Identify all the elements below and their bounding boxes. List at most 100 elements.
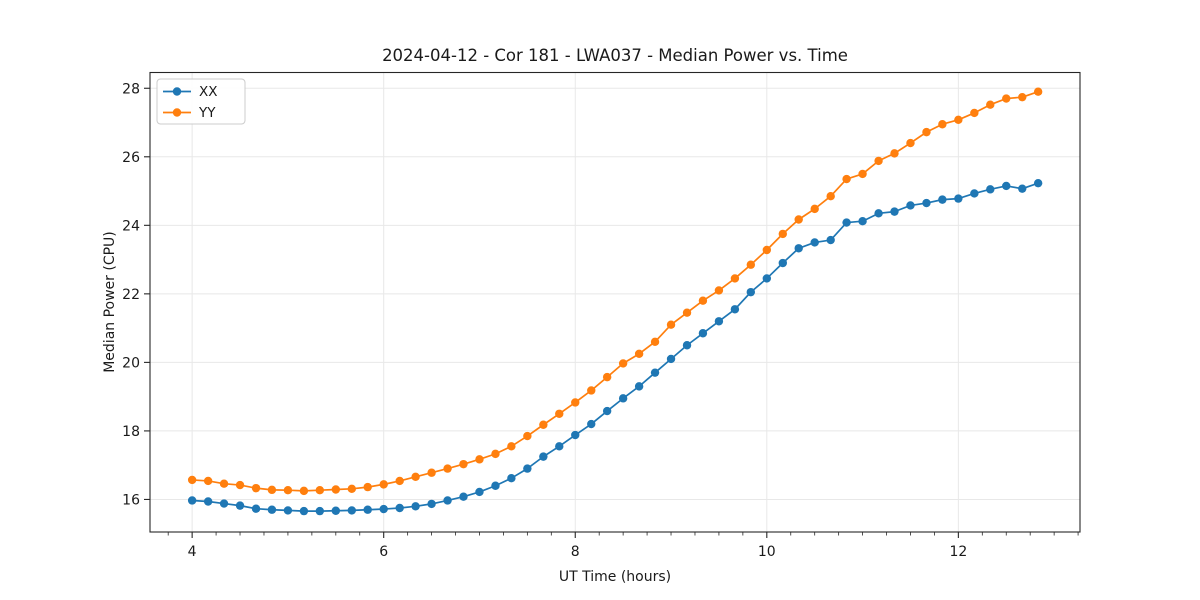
- data-point-marker: [746, 260, 756, 269]
- data-point-marker: [363, 482, 372, 492]
- plot-border: [149, 71, 1081, 533]
- data-point-marker: [986, 100, 995, 109]
- data-point-marker: [379, 504, 388, 514]
- data-point-marker: [714, 317, 724, 326]
- data-point-marker: [539, 452, 548, 461]
- legend-marker-yy: [172, 108, 182, 117]
- data-point-marker: [730, 274, 740, 283]
- data-point-marker: [427, 499, 436, 509]
- y-tick-label: 28: [122, 81, 140, 97]
- data-point-marker: [634, 382, 644, 391]
- data-point-marker: [379, 480, 388, 489]
- data-point-marker: [970, 189, 979, 198]
- data-point-marker: [395, 476, 404, 486]
- data-point-marker: [778, 229, 787, 239]
- data-point-marker: [363, 505, 372, 514]
- data-point-marker: [778, 258, 787, 268]
- data-point-marker: [890, 207, 899, 216]
- data-point-marker: [539, 420, 548, 429]
- data-point-marker: [459, 492, 468, 501]
- data-point-marker: [251, 483, 261, 493]
- data-point-marker: [666, 320, 676, 329]
- data-point-marker: [698, 329, 708, 338]
- data-point-marker: [794, 215, 803, 224]
- y-tick-label: 24: [122, 218, 140, 234]
- series-xx-markers: [187, 178, 1043, 516]
- data-point-marker: [810, 238, 819, 247]
- data-point-marker: [1033, 178, 1043, 188]
- data-point-marker: [682, 308, 692, 317]
- data-point-marker: [443, 464, 452, 473]
- legend-label-yy: YY: [198, 105, 216, 121]
- data-point-marker: [411, 472, 420, 482]
- data-point-marker: [571, 398, 580, 407]
- data-point-marker: [746, 287, 756, 297]
- data-point-marker: [906, 138, 915, 148]
- data-point-marker: [219, 499, 229, 508]
- data-point-marker: [219, 479, 229, 488]
- data-point-marker: [922, 127, 931, 137]
- data-point-marker: [858, 169, 867, 179]
- data-point-marker: [1002, 94, 1011, 103]
- data-point-marker: [906, 201, 915, 210]
- data-point-marker: [922, 198, 931, 208]
- x-tick-label: 6: [379, 544, 388, 560]
- data-point-marker: [427, 468, 436, 477]
- data-point-marker: [714, 286, 724, 295]
- data-point-marker: [411, 502, 420, 511]
- data-point-marker: [970, 108, 979, 118]
- data-point-marker: [890, 149, 899, 158]
- data-point-marker: [698, 296, 708, 305]
- data-point-marker: [251, 504, 261, 513]
- data-point-marker: [331, 485, 341, 494]
- data-point-marker: [283, 506, 293, 515]
- data-point-marker: [187, 475, 197, 485]
- data-point-marker: [810, 204, 819, 214]
- data-point-marker: [650, 368, 660, 377]
- data-point-marker: [395, 503, 404, 513]
- series-yy-markers: [187, 87, 1043, 496]
- data-point-marker: [1018, 92, 1027, 102]
- data-point-marker: [1018, 184, 1027, 193]
- data-point-marker: [235, 501, 245, 510]
- x-tick-label: 12: [949, 544, 967, 560]
- data-point-marker: [235, 480, 245, 490]
- data-point-marker: [347, 484, 356, 494]
- data-point-marker: [299, 506, 309, 516]
- data-point-marker: [762, 274, 772, 283]
- data-point-marker: [523, 431, 532, 441]
- x-tick-label: 4: [188, 544, 197, 560]
- data-point-marker: [986, 185, 995, 194]
- data-point-marker: [794, 244, 803, 253]
- data-point-marker: [555, 409, 564, 418]
- data-point-marker: [602, 372, 612, 382]
- data-point-marker: [555, 442, 564, 451]
- x-tick-label: 8: [571, 544, 580, 560]
- data-point-marker: [618, 359, 628, 368]
- data-point-marker: [347, 506, 356, 515]
- x-tick-label: 10: [758, 544, 776, 560]
- data-point-marker: [634, 349, 644, 359]
- y-axis-label: Median Power (CPU): [102, 231, 118, 373]
- data-point-marker: [650, 337, 660, 347]
- data-point-marker: [826, 235, 835, 245]
- y-tick-label: 16: [122, 492, 140, 508]
- data-point-marker: [283, 486, 293, 495]
- data-point-marker: [874, 156, 883, 166]
- data-point-marker: [602, 406, 612, 416]
- data-point-marker: [203, 497, 213, 506]
- data-point-marker: [203, 476, 213, 486]
- data-point-marker: [315, 506, 325, 516]
- data-point-marker: [1033, 87, 1043, 96]
- data-point-marker: [587, 386, 596, 395]
- data-point-marker: [443, 496, 452, 505]
- x-axis-label: UT Time (hours): [558, 569, 672, 585]
- y-tick-label: 18: [122, 424, 140, 440]
- data-point-marker: [587, 419, 596, 429]
- legend: XX YY: [156, 78, 246, 125]
- data-point-marker: [491, 481, 500, 490]
- data-point-marker: [507, 442, 516, 451]
- legend-marker-xx: [172, 87, 182, 96]
